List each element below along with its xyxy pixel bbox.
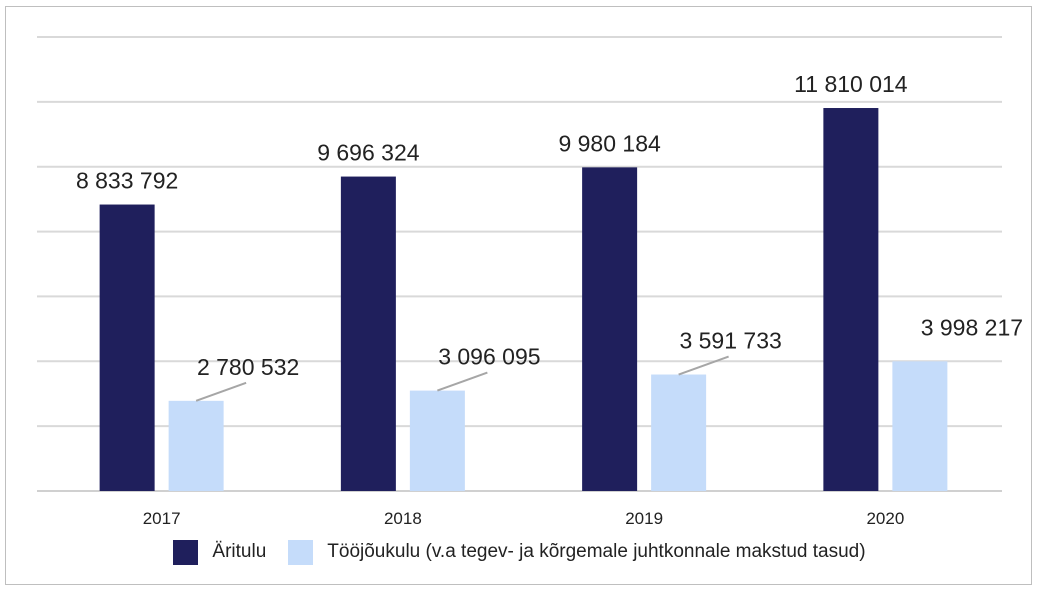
data-label-toojoukulu-2019: 3 591 733 (679, 328, 781, 354)
data-label-aritulu-2018: 9 696 324 (317, 140, 420, 166)
bar-toojoukulu-2017 (168, 400, 224, 491)
bar-aritulu-2019 (582, 167, 638, 492)
bar-aritulu-2017 (99, 204, 155, 491)
x-axis-ticks: 2017 2018 2019 2020 (143, 509, 905, 528)
data-label-toojoukulu-2020: 3 998 217 (921, 314, 1023, 340)
legend-swatch-aritulu (173, 539, 199, 565)
x-tick-2018: 2018 (384, 509, 422, 528)
bar-toojoukulu-2020 (892, 361, 948, 491)
data-label-aritulu-2020: 11 810 014 (794, 71, 908, 97)
leader-line-2018 (437, 371, 488, 392)
leader-line-2017 (195, 381, 247, 402)
bar-aritulu-2020 (823, 108, 879, 491)
bar-toojoukulu-2019 (651, 374, 707, 491)
data-labels: 8 833 792 2 780 532 9 696 324 3 096 095 9 98… (76, 71, 1023, 380)
data-label-toojoukulu-2018: 3 096 095 (438, 344, 540, 370)
legend-swatch-toojoukulu (288, 539, 314, 565)
bars (99, 108, 948, 492)
bar-aritulu-2018 (340, 176, 396, 491)
legend-label-toojoukulu: Tööjõukulu (v.a tegev- ja kõrgemale juht… (327, 541, 866, 562)
data-label-aritulu-2017: 8 833 792 (76, 168, 178, 194)
leader-lines (195, 355, 729, 402)
legend-item-toojoukulu: Tööjõukulu (v.a tegev- ja kõrgemale juht… (288, 539, 866, 565)
legend-label-aritulu: Äritulu (212, 541, 267, 562)
x-tick-2019: 2019 (625, 509, 663, 528)
data-label-aritulu-2019: 9 980 184 (558, 130, 661, 156)
bar-toojoukulu-2018 (409, 390, 465, 491)
data-label-toojoukulu-2017: 2 780 532 (197, 354, 299, 380)
x-tick-2017: 2017 (143, 509, 181, 528)
x-tick-2020: 2020 (866, 509, 904, 528)
leader-line-2019 (678, 355, 729, 376)
legend: Äritulu Tööjõukulu (v.a tegev- ja kõrgem… (0, 538, 1039, 566)
legend-item-aritulu: Äritulu (173, 539, 267, 565)
